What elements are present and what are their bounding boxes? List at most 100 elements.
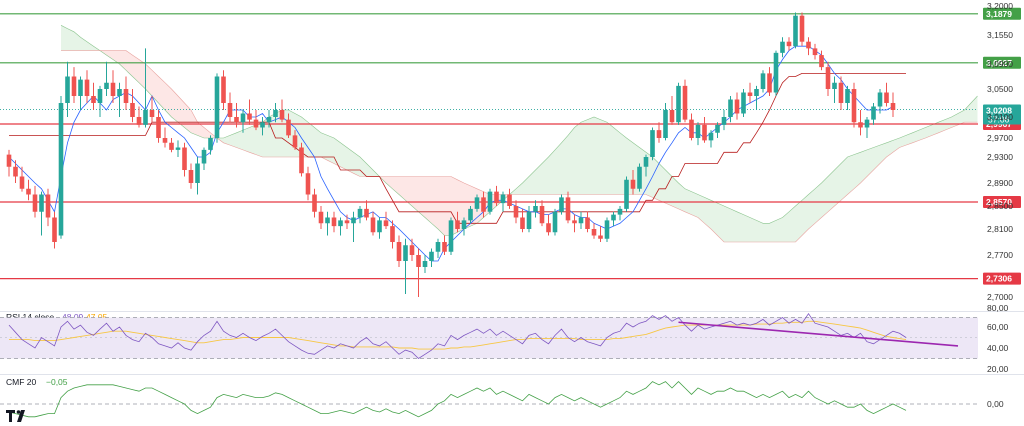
- candle-body: [695, 124, 701, 138]
- cloud-segment: [171, 89, 178, 123]
- candle-body: [383, 220, 389, 227]
- level-tag: [983, 7, 1021, 20]
- price-tick-label: 3,2000: [987, 1, 1013, 11]
- cmf-line: [8, 381, 907, 418]
- candlestick-series: [6, 12, 896, 297]
- candle-body: [734, 99, 740, 114]
- cloud-segment: [178, 96, 185, 128]
- candle-body: [728, 99, 733, 117]
- cloud-segment: [711, 200, 718, 236]
- candle-body: [481, 197, 486, 212]
- candle-body: [702, 124, 707, 141]
- cloud-segment: [106, 50, 113, 60]
- cloud-segment: [366, 163, 373, 177]
- candle-body: [39, 194, 44, 212]
- rsi-ma-line: [9, 320, 907, 350]
- candle-body: [13, 166, 18, 177]
- candle-body: [325, 217, 330, 224]
- candle-body: [136, 117, 142, 125]
- cloud-segment: [730, 208, 737, 242]
- candle-body: [890, 103, 896, 110]
- candle-body: [429, 251, 434, 261]
- cloud-segment: [399, 176, 406, 201]
- tradingview-logo-icon[interactable]: TV: [6, 410, 25, 422]
- candle-body: [104, 82, 109, 89]
- candle-body: [442, 242, 447, 252]
- cloud-segment: [600, 119, 607, 195]
- candle-body: [858, 122, 863, 128]
- cloud-segment: [568, 127, 575, 195]
- cmf-value: −0,05: [46, 377, 68, 387]
- senkou-span-a-line: [60, 25, 978, 236]
- candle-body: [604, 220, 610, 239]
- cmf-panel: CMF 20 −0,05 0,00: [0, 377, 1004, 418]
- rsi-value-2: 47,05: [86, 312, 108, 322]
- cloud-segment: [165, 82, 172, 117]
- candle-body: [32, 194, 38, 212]
- candle-body: [149, 110, 155, 117]
- candle-body: [156, 117, 161, 138]
- rsi-tick-label: 40,00: [987, 343, 1009, 353]
- price-tick-label: 2,7000: [987, 292, 1013, 302]
- rsi-panel: RSI 14 close 48,09 47,05 80,00 60,00 40,00…: [0, 303, 1009, 374]
- candle-body: [520, 217, 525, 229]
- cloud-segment: [236, 130, 243, 150]
- rsi-title: RSI 14 close: [6, 312, 54, 322]
- candle-body: [526, 211, 532, 229]
- candle-body: [435, 242, 441, 252]
- cloud-segment: [425, 176, 432, 224]
- candle-body: [416, 255, 421, 267]
- candle-body: [208, 138, 213, 150]
- cloud-segment: [347, 147, 354, 174]
- candle-body: [780, 41, 785, 53]
- rsi-trendline[interactable]: [678, 321, 959, 347]
- cloud-segment: [184, 103, 191, 133]
- cloud-segment: [555, 142, 562, 195]
- rsi-tick-label: 20,00: [987, 364, 1009, 374]
- candle-body: [825, 67, 831, 89]
- cloud-segment: [191, 110, 198, 136]
- cloud-segment: [587, 117, 594, 195]
- cmf-title: CMF 20: [6, 377, 37, 387]
- last-price-label: 3,0208: [986, 105, 1012, 115]
- candle-body: [559, 197, 564, 212]
- cloud-segment: [522, 176, 529, 195]
- cloud-segment: [535, 163, 542, 195]
- main-price-panel: 3,18793,09272,99672,85702,73063,020857:0…: [0, 1, 1021, 302]
- candle-body: [630, 179, 636, 189]
- cloud-segment: [821, 176, 828, 218]
- candle-body: [871, 106, 876, 120]
- candle-body: [403, 245, 408, 261]
- price-tick-label: 2,8100: [987, 224, 1013, 234]
- candle-body: [260, 122, 265, 128]
- cloud-segment: [854, 152, 861, 189]
- candle-body: [227, 103, 233, 117]
- rsi-band: [0, 317, 978, 359]
- candle-body: [851, 89, 857, 123]
- candle-body: [78, 79, 83, 96]
- cloud-segment: [74, 31, 81, 51]
- price-tick-label: 2,7700: [987, 250, 1013, 260]
- candle-body: [234, 117, 239, 123]
- candle-body: [663, 110, 668, 138]
- cloud-segment: [886, 140, 893, 157]
- candle-body: [221, 76, 226, 103]
- cloud-segment: [743, 214, 750, 242]
- level-tag-label: 2,7306: [986, 274, 1012, 284]
- candle-body: [598, 235, 603, 239]
- cloud-segment: [912, 130, 919, 143]
- cloud-segment: [906, 132, 913, 146]
- candle-body: [266, 117, 272, 123]
- candle-body: [338, 220, 343, 227]
- cloud-segment: [932, 122, 939, 136]
- cloud-segment: [145, 64, 152, 96]
- cloud-segment: [789, 206, 796, 242]
- cloud-segment: [737, 211, 744, 242]
- candle-body: [474, 197, 480, 209]
- cloud-segment: [620, 132, 627, 195]
- cloud-segment: [529, 170, 536, 195]
- candle-body: [188, 170, 194, 183]
- cloud-segment: [431, 176, 438, 229]
- cloud-segment: [717, 203, 724, 242]
